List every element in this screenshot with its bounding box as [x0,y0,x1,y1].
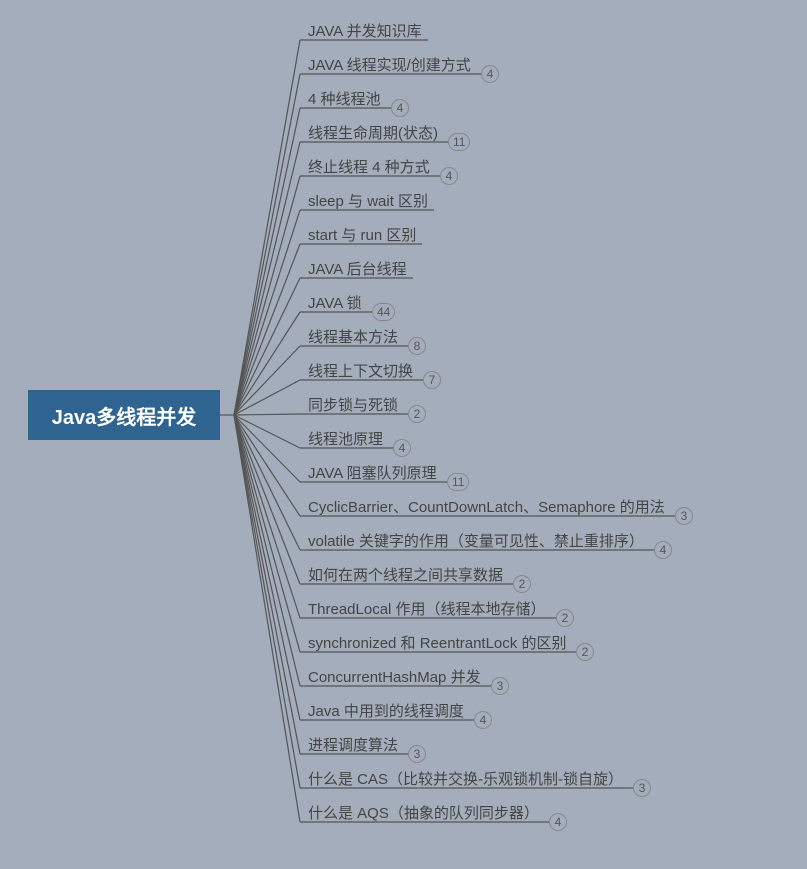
child-count-badge[interactable]: 2 [513,575,531,593]
child-count-badge[interactable]: 3 [633,779,651,797]
branch-label[interactable]: JAVA 后台线程 [308,258,407,279]
branch-label[interactable]: 同步锁与死锁 [308,394,398,415]
branch-label[interactable]: synchronized 和 ReentrantLock 的区别 [308,632,566,653]
branch-label[interactable]: volatile 关键字的作用（变量可见性、禁止重排序） [308,530,644,551]
child-count-badge[interactable]: 7 [423,371,441,389]
branch-label[interactable]: 什么是 CAS（比较并交换-乐观锁机制-锁自旋） [308,768,623,789]
child-count-badge[interactable]: 2 [556,609,574,627]
child-count-badge[interactable]: 11 [448,133,470,151]
branch-label[interactable]: 终止线程 4 种方式 [308,156,430,177]
branch-label[interactable]: JAVA 阻塞队列原理 [308,462,437,483]
child-count-badge[interactable]: 4 [391,99,409,117]
child-count-badge[interactable]: 2 [576,643,594,661]
branch-label[interactable]: start 与 run 区别 [308,224,416,245]
child-count-badge[interactable]: 2 [408,405,426,423]
child-count-badge[interactable]: 4 [393,439,411,457]
branch-label[interactable]: sleep 与 wait 区别 [308,190,428,211]
child-count-badge[interactable]: 3 [675,507,693,525]
child-count-badge[interactable]: 4 [654,541,672,559]
child-count-badge[interactable]: 4 [481,65,499,83]
branch-label[interactable]: 线程生命周期(状态) [308,122,438,143]
child-count-badge[interactable]: 4 [549,813,567,831]
child-count-badge[interactable]: 11 [447,473,469,491]
child-count-badge[interactable]: 8 [408,337,426,355]
branch-label[interactable]: 什么是 AQS（抽象的队列同步器） [308,802,539,823]
branch-label[interactable]: 4 种线程池 [308,88,381,109]
root-label: Java多线程并发 [52,401,197,430]
child-count-badge[interactable]: 3 [408,745,426,763]
branch-label[interactable]: JAVA 线程实现/创建方式 [308,54,471,75]
branch-label[interactable]: CyclicBarrier、CountDownLatch、Semaphore 的… [308,496,665,517]
branch-label[interactable]: ConcurrentHashMap 并发 [308,666,481,687]
branch-label[interactable]: Java 中用到的线程调度 [308,700,464,721]
branch-label[interactable]: 如何在两个线程之间共享数据 [308,564,503,585]
child-count-badge[interactable]: 3 [491,677,509,695]
root-node[interactable]: Java多线程并发 [28,390,220,440]
branch-label[interactable]: 线程基本方法 [308,326,398,347]
branch-label[interactable]: JAVA 并发知识库 [308,20,422,41]
child-count-badge[interactable]: 4 [440,167,458,185]
branch-label[interactable]: 线程上下文切换 [308,360,413,381]
branch-label[interactable]: 线程池原理 [308,428,383,449]
branch-label[interactable]: ThreadLocal 作用（线程本地存储） [308,598,546,619]
branch-label[interactable]: 进程调度算法 [308,734,398,755]
child-count-badge[interactable]: 44 [372,303,395,321]
branch-label[interactable]: JAVA 锁 [308,292,362,313]
child-count-badge[interactable]: 4 [474,711,492,729]
